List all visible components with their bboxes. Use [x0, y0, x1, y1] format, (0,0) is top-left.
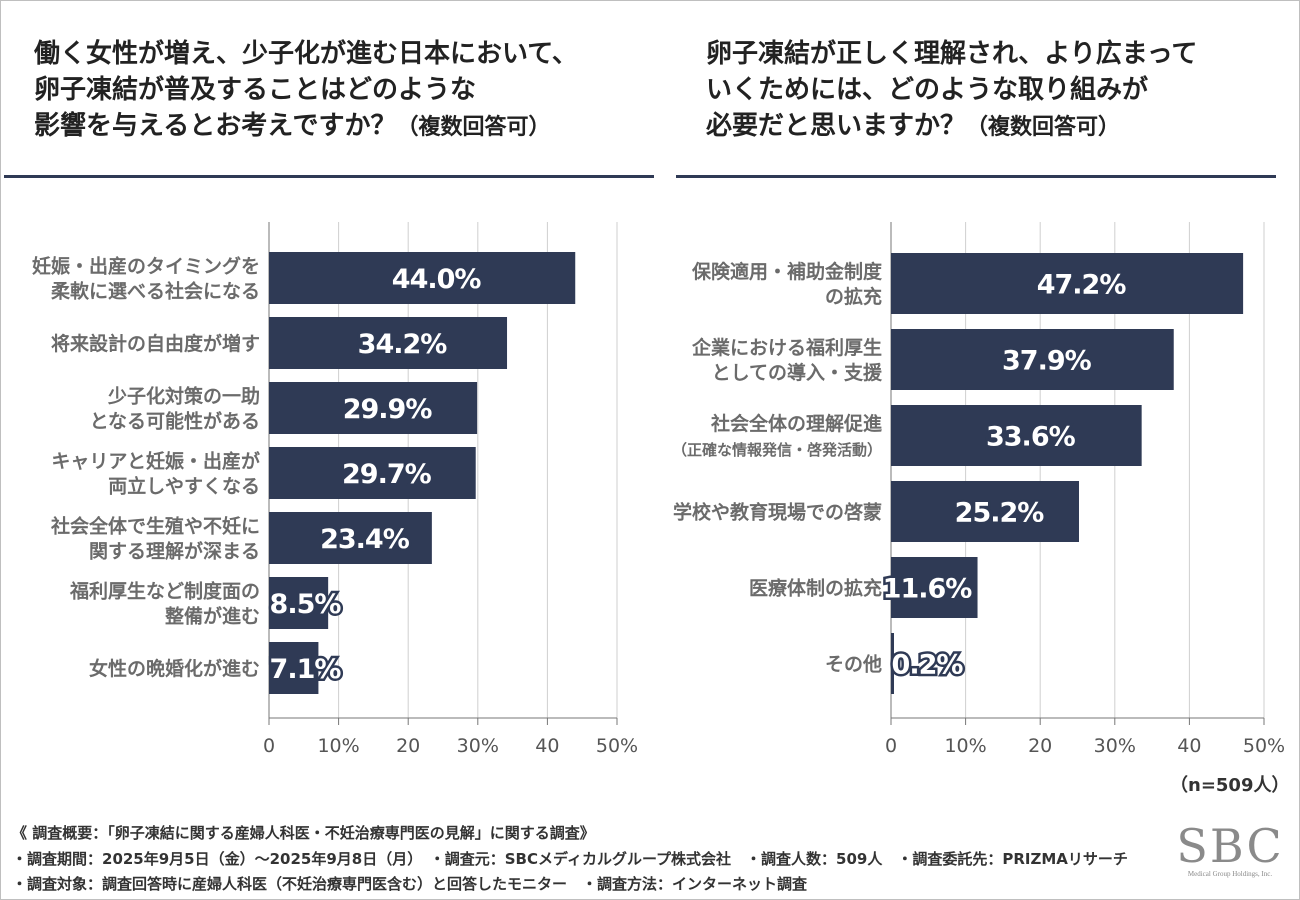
right-title-rule [676, 175, 1276, 178]
left-bar [269, 512, 432, 564]
right-category-label: の拡充 [825, 285, 882, 308]
right-value-label: 11.6% [883, 574, 973, 605]
left-tick-label: 20 [396, 735, 420, 757]
right-category-label: （正確な情報発信・啓発活動） [672, 441, 882, 459]
right-value-label: 37.9% [1002, 346, 1092, 377]
right-category-label: 企業における福利厚生 [691, 336, 882, 359]
right-tick-label: 50% [1243, 735, 1285, 757]
right-tick-label: 20 [1028, 735, 1052, 757]
survey-method: ・調査対象：調査回答時に産婦人科医（不妊治療専門医含む）と回答したモニター ・調… [12, 875, 808, 893]
left-tick-label: 40 [535, 735, 559, 757]
left-category-label: キャリアと妊娠・出産が [51, 450, 260, 473]
logo-subtitle: Medical Group Holdings, Inc. [1187, 870, 1273, 878]
right-bar [891, 481, 1079, 542]
left-category-label: 両立しやすくなる [108, 475, 260, 498]
left-bar [269, 577, 329, 629]
left-category-label: 社会全体で生殖や不妊に [50, 515, 260, 538]
left-value-label: 8.5% [270, 589, 342, 620]
right-tick-label: 40 [1177, 735, 1201, 757]
left-value-label: 44.0% [392, 264, 482, 295]
left-chart-title: 働く女性が増え、少子化が進む日本において、 卵子凍結が普及することはどのような … [34, 36, 654, 146]
left-category-label: 将来設計の自由度が増す [51, 332, 260, 355]
sbc-logo: SBC Medical Group Holdings, Inc. [1172, 822, 1288, 878]
left-tick-label: 0 [263, 735, 275, 757]
left-bar [269, 382, 478, 434]
left-category-label: 福利厚生など制度面の [69, 580, 260, 603]
left-value-label: 29.9% [343, 394, 433, 425]
right-category-label: 社会全体の理解促進 [710, 412, 882, 435]
survey-details: ・調査期間：2025年9月5日（金）～2025年9月8日（月） ・調査元：SBC… [12, 850, 1128, 868]
left-title-rule [4, 175, 654, 178]
left-category-label: 女性の晩婚化が進む [89, 657, 260, 680]
right-tick-label: 0 [885, 735, 897, 757]
left-category-label: 整備が進む [165, 605, 260, 628]
left-tick-label: 50% [596, 735, 638, 757]
left-value-label: 29.7% [342, 459, 432, 490]
left-bar [269, 252, 576, 304]
left-category-label: 少子化対策の一助 [107, 385, 260, 408]
logo-mark: SBC [1176, 819, 1284, 873]
right-bar [891, 253, 1244, 314]
right-bar [891, 557, 978, 618]
left-value-label: 34.2% [358, 329, 448, 360]
right-category-label: 学校や教育現場での啓蒙 [673, 501, 882, 524]
survey-overview: 《 調査概要：「卵子凍結に関する産婦人科医・不妊治療専門医の見解」に関する調査》 [12, 824, 595, 842]
right-tick-label: 30% [1094, 735, 1136, 757]
right-category-label: その他 [825, 653, 882, 676]
left-bar [269, 642, 319, 694]
right-category-label: としての導入・支援 [712, 361, 883, 384]
left-tick-label: 30% [457, 735, 499, 757]
right-value-label: 25.2% [955, 498, 1045, 529]
left-category-label: 柔軟に選べる社会になる [51, 280, 260, 303]
left-category-label: となる可能性がある [90, 410, 260, 433]
left-category-label: 関する理解が深まる [89, 540, 260, 563]
right-category-label: 医療体制の拡充 [749, 577, 882, 600]
right-bar [891, 329, 1174, 390]
left-bar [269, 447, 476, 499]
right-bar [891, 405, 1142, 466]
right-value-label: 33.6% [986, 422, 1076, 453]
left-category-label: 妊娠・出産のタイミングを [32, 255, 260, 278]
sample-size: （n=509人） [1170, 775, 1290, 796]
right-title-text: 卵子凍結が正しく理解され、より広まって いくためには、どのような取り組みが 必要… [706, 39, 1198, 141]
right-chart-title: 卵子凍結が正しく理解され、より広まって いくためには、どのような取り組みが 必要… [706, 36, 1286, 146]
left-title-tail: （複数回答可） [396, 115, 551, 140]
right-value-label: 0.2% [892, 650, 964, 681]
right-bar [891, 633, 894, 694]
left-title-text: 働く女性が増え、少子化が進む日本において、 卵子凍結が普及することはどのような … [34, 39, 578, 141]
right-tick-label: 10% [944, 735, 986, 757]
left-value-label: 7.1% [270, 654, 342, 685]
right-title-tail: （複数回答可） [966, 115, 1121, 140]
left-value-label: 23.4% [320, 524, 410, 555]
right-category-label: 保険適用・補助金制度 [691, 260, 883, 283]
left-bar [269, 317, 508, 369]
left-tick-label: 10% [317, 735, 359, 757]
right-value-label: 47.2% [1037, 270, 1127, 301]
